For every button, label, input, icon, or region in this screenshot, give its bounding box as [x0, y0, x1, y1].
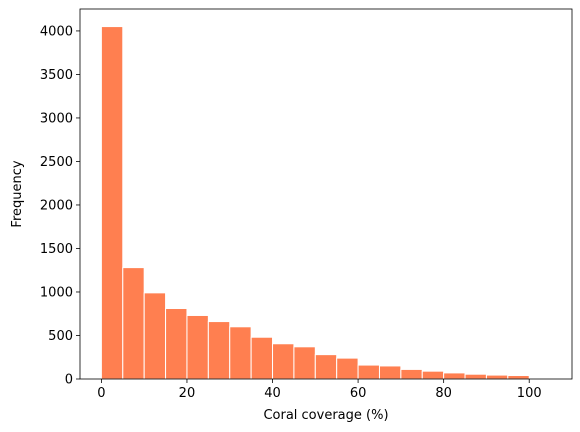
histogram-bar: [100, 26, 124, 380]
histogram-bar: [443, 372, 466, 380]
y-tick-label: 1500: [40, 242, 73, 257]
histogram-bar: [165, 308, 188, 380]
x-axis-label: Coral coverage (%): [263, 408, 388, 423]
histogram-bar: [250, 336, 274, 380]
histogram-bar: [186, 314, 209, 380]
y-axis-label: Frequency: [10, 160, 25, 227]
x-tick-label: 20: [179, 386, 196, 401]
x-axis-ticks: 0 20 40 60 80 100: [97, 379, 542, 401]
y-tick-label: 1000: [40, 285, 73, 300]
x-tick-label: 80: [435, 386, 452, 401]
histogram-bar: [378, 365, 402, 380]
x-tick-label: 40: [264, 386, 281, 401]
histogram-bar: [357, 364, 380, 380]
y-axis-ticks: 0 500 1000 1500 2000 2500 3000 3500 4000: [40, 24, 80, 388]
plot-frame: [79, 8, 573, 380]
y-tick-label: 2000: [40, 198, 73, 213]
y-tick-label: 3000: [40, 111, 73, 126]
histogram-bar: [207, 321, 231, 380]
y-tick-label: 500: [48, 329, 73, 344]
histogram-bar: [293, 346, 316, 380]
histogram-bar: [464, 373, 487, 380]
histogram-bar: [143, 292, 167, 380]
histogram-bar: [122, 267, 145, 380]
x-tick-label: 60: [350, 386, 367, 401]
y-tick-label: 0: [65, 373, 73, 388]
x-tick-label: 100: [517, 386, 542, 401]
x-tick-label: 0: [97, 386, 105, 401]
histogram-bar: [272, 343, 295, 380]
y-tick-label: 2500: [40, 155, 73, 170]
histogram-bar: [507, 375, 530, 380]
histogram-bar: [314, 354, 338, 380]
histogram-bar: [421, 370, 445, 380]
histogram-bar: [229, 326, 252, 380]
y-tick-label: 3500: [40, 68, 73, 83]
bars-group: [100, 26, 530, 380]
histogram-bar: [336, 357, 359, 380]
histogram-bar: [400, 368, 423, 380]
histogram-bar: [485, 374, 509, 380]
y-tick-label: 4000: [40, 24, 73, 39]
